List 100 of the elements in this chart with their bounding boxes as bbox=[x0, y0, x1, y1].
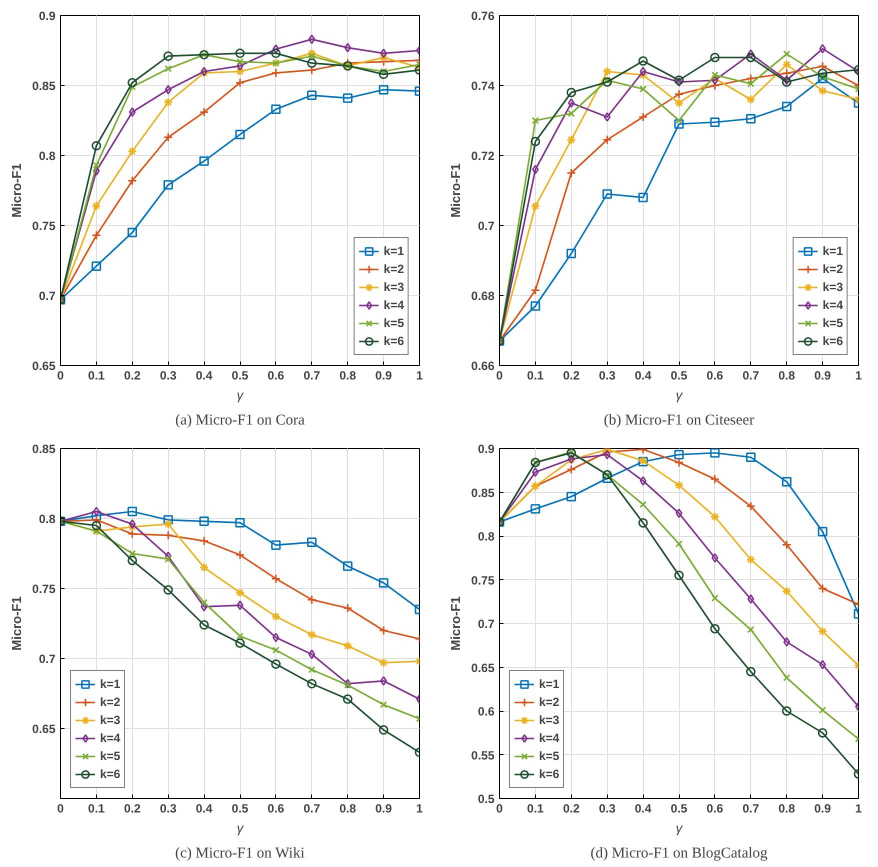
y-tick-label: 0.7 bbox=[38, 289, 56, 303]
legend-label: k=1 bbox=[100, 676, 120, 693]
y-tick-label: 0.75 bbox=[471, 573, 495, 588]
x-tick-label: 0.9 bbox=[375, 802, 392, 816]
y-tick-label: 0.85 bbox=[471, 486, 495, 500]
x-tick-label: 0.4 bbox=[196, 802, 213, 816]
y-tick-label: 0.8 bbox=[478, 530, 495, 544]
x-tick-label: 0.9 bbox=[375, 368, 392, 382]
x-tick-label: 0 bbox=[57, 368, 64, 382]
y-tick-label: 0.74 bbox=[471, 79, 495, 93]
y-tick-label: 0.6 bbox=[478, 704, 495, 718]
x-tick-label: 0.1 bbox=[88, 802, 106, 816]
x-tick-label: 0.7 bbox=[303, 802, 320, 816]
y-tick-label: 0.75 bbox=[32, 582, 56, 596]
y-tick-label: 0.7 bbox=[478, 617, 495, 631]
x-tick-label: 0.3 bbox=[598, 802, 616, 816]
x-tick-label: 0.3 bbox=[160, 802, 177, 816]
text: (a) Micro-F1 on Cora bbox=[175, 412, 306, 428]
y-tick-label: 0.68 bbox=[471, 289, 495, 303]
x-tick-label: 0.6 bbox=[268, 368, 285, 382]
y-tick-label: 0.76 bbox=[471, 9, 495, 23]
x-tick-label: 0.3 bbox=[160, 368, 177, 382]
x-tick-label: 0.9 bbox=[814, 368, 832, 382]
y-tick-label: 0.7 bbox=[38, 652, 56, 666]
legend-label: k=2 bbox=[539, 694, 560, 711]
x-tick-label: 1 bbox=[855, 802, 862, 816]
x-axis-title: γ bbox=[676, 388, 684, 402]
x-tick-label: 0.5 bbox=[670, 802, 688, 816]
x-tick-label: 1 bbox=[416, 802, 424, 816]
y-tick-label: 0.8 bbox=[38, 149, 56, 163]
x-tick-label: 0 bbox=[57, 802, 64, 816]
y-tick-label: 0.55 bbox=[471, 748, 495, 762]
y-tick-label: 0.65 bbox=[471, 660, 495, 675]
x-tick-label: 0.4 bbox=[196, 368, 213, 382]
x-tick-label: 0.8 bbox=[339, 802, 356, 816]
text: (b) Micro-F1 on Citeseer bbox=[604, 412, 754, 428]
x-tick-label: 0.7 bbox=[742, 802, 760, 816]
y-tick-label: 0.75 bbox=[32, 219, 56, 233]
x-tick-label: 0.1 bbox=[527, 368, 544, 382]
legend-label: k=3 bbox=[822, 279, 843, 296]
legend-label: k=1 bbox=[384, 243, 404, 260]
x-tick-label: 0.2 bbox=[124, 368, 141, 382]
legend-label: k=3 bbox=[100, 712, 120, 729]
x-tick-label: 0.2 bbox=[124, 802, 141, 816]
x-tick-label: 0.1 bbox=[88, 368, 106, 382]
x-tick-label: 0.8 bbox=[339, 368, 356, 382]
x-axis-title: γ bbox=[236, 820, 245, 836]
x-tick-label: 0.7 bbox=[303, 368, 320, 382]
y-tick-label: 0.85 bbox=[32, 442, 56, 456]
y-axis-title: Micro-F1 bbox=[448, 596, 464, 651]
y-tick-label: 0.7 bbox=[478, 219, 495, 233]
y-tick-label: 0.9 bbox=[38, 9, 56, 23]
x-tick-label: 0 bbox=[496, 802, 504, 816]
y-tick-label: 0.8 bbox=[38, 512, 56, 526]
x-tick-label: 0 bbox=[496, 368, 504, 382]
legend-label: k=2 bbox=[822, 261, 843, 278]
x-axis-title: γ bbox=[236, 388, 245, 402]
legend-label: k=5 bbox=[822, 315, 843, 332]
y-tick-label: 0.66 bbox=[471, 359, 495, 373]
x-tick-label: 0.5 bbox=[670, 368, 688, 382]
x-tick-label: 0.9 bbox=[814, 802, 832, 816]
x-tick-label: 0.7 bbox=[742, 368, 760, 382]
legend-label: k=4 bbox=[539, 730, 560, 747]
legend-label: k=4 bbox=[100, 730, 120, 747]
legend-label: k=5 bbox=[539, 748, 560, 765]
y-tick-label: 0.5 bbox=[478, 792, 495, 806]
x-tick-label: 0.6 bbox=[268, 802, 285, 816]
x-tick-label: 0.2 bbox=[562, 368, 580, 382]
text: (d) Micro-F1 on BlogCatalog bbox=[590, 846, 768, 862]
y-axis-title: Micro-F1 bbox=[9, 163, 24, 218]
x-tick-label: 0.6 bbox=[706, 368, 724, 382]
legend-label: k=5 bbox=[100, 748, 120, 765]
legend-label: k=4 bbox=[822, 297, 843, 314]
y-tick-label: 0.72 bbox=[471, 149, 495, 163]
y-axis-title: Micro-F1 bbox=[9, 596, 24, 651]
y-tick-label: 0.85 bbox=[32, 79, 56, 93]
legend-label: k=1 bbox=[539, 676, 560, 693]
x-axis-title: γ bbox=[676, 820, 684, 836]
legend-label: k=4 bbox=[384, 297, 404, 314]
x-tick-label: 0.1 bbox=[527, 802, 544, 816]
legend-label: k=3 bbox=[384, 279, 404, 296]
y-tick-label: 0.9 bbox=[478, 442, 495, 456]
y-axis-title: Micro-F1 bbox=[448, 163, 464, 218]
legend-label: k=6 bbox=[384, 333, 404, 350]
y-tick-label: 0.65 bbox=[32, 359, 56, 373]
x-tick-label: 1 bbox=[416, 368, 424, 382]
y-tick-label: 0.65 bbox=[32, 722, 56, 736]
x-tick-label: 0.8 bbox=[778, 802, 796, 816]
x-tick-label: 0.2 bbox=[562, 802, 580, 816]
x-tick-label: 0.3 bbox=[598, 368, 616, 382]
legend-label: k=2 bbox=[384, 261, 404, 278]
legend-label: k=1 bbox=[822, 243, 843, 260]
legend-label: k=6 bbox=[100, 766, 120, 783]
legend-label: k=3 bbox=[539, 712, 560, 729]
legend-label: k=6 bbox=[539, 766, 560, 783]
x-tick-label: 0.4 bbox=[634, 802, 652, 816]
legend-label: k=2 bbox=[100, 694, 120, 711]
x-tick-label: 0.4 bbox=[634, 368, 652, 382]
x-tick-label: 1 bbox=[855, 368, 862, 382]
x-tick-label: 0.8 bbox=[778, 368, 796, 382]
